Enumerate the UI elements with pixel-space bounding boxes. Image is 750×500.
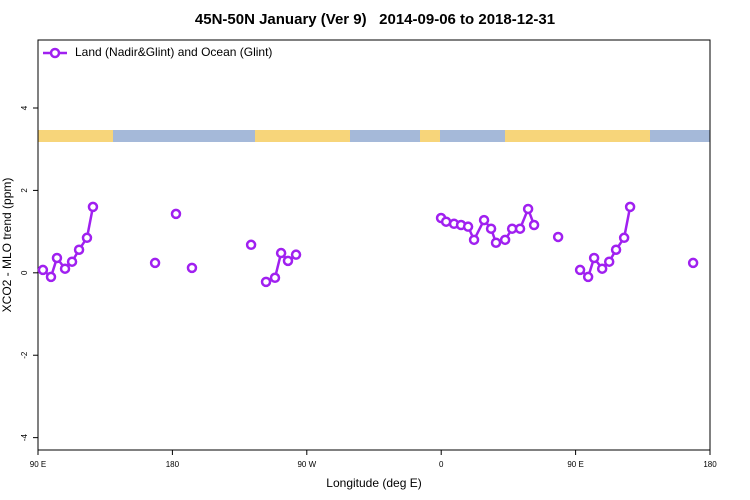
data-point (624, 201, 636, 213)
y-tick-label: -4 (20, 434, 29, 442)
map-strip (38, 130, 710, 142)
x-tick-label: 90 E (30, 460, 46, 469)
x-tick-label: 180 (703, 460, 717, 469)
x-tick-label: 0 (439, 460, 444, 469)
data-point (149, 257, 161, 269)
legend-label: Land (Nadir&Glint) and Ocean (Glint) (75, 45, 272, 59)
y-tick-label: 0 (20, 270, 29, 275)
data-point (260, 276, 272, 288)
data-point (514, 223, 526, 234)
data-point (59, 263, 71, 274)
x-axis-label: Longitude (deg E) (326, 476, 421, 490)
x-tick-label: 90 W (297, 460, 316, 469)
y-axis-label: XCO2 - MLO trend (ppm) (0, 178, 14, 313)
data-point (51, 252, 63, 264)
data-point (87, 201, 99, 213)
data-point (574, 264, 586, 276)
data-point (245, 239, 257, 251)
data-point (485, 223, 497, 234)
data-point (282, 255, 294, 267)
y-tick-label: -2 (20, 351, 29, 359)
data-point (462, 221, 474, 232)
data-point (596, 263, 608, 274)
data-point (275, 247, 287, 259)
data-point (170, 208, 182, 220)
data-point (73, 244, 85, 255)
data-point (552, 231, 564, 243)
data-point (81, 232, 93, 244)
legend-marker (49, 47, 61, 59)
data-point (618, 232, 630, 244)
x-tick-label: 90 E (567, 460, 583, 469)
y-tick-label: 4 (20, 105, 29, 110)
data-point (66, 256, 78, 267)
data-point (528, 219, 540, 231)
plot-frame (37, 39, 711, 451)
data-point (45, 271, 57, 283)
data-point (37, 264, 49, 276)
data-point (468, 234, 480, 246)
data-point (582, 271, 594, 283)
data-point (269, 272, 281, 284)
data-point (603, 256, 615, 267)
data-point (687, 257, 699, 269)
data-point (588, 252, 600, 264)
data-point (499, 234, 511, 246)
y-tick-label: 2 (20, 188, 29, 193)
data-point (186, 262, 198, 274)
x-tick-label: 180 (166, 460, 180, 469)
data-point (478, 214, 490, 226)
chart-title: 45N-50N January (Ver 9) 2014-09-06 to 20… (195, 11, 555, 28)
data-point (490, 237, 502, 248)
data-point (610, 244, 622, 255)
data-point (290, 249, 302, 260)
data-point (522, 203, 534, 215)
